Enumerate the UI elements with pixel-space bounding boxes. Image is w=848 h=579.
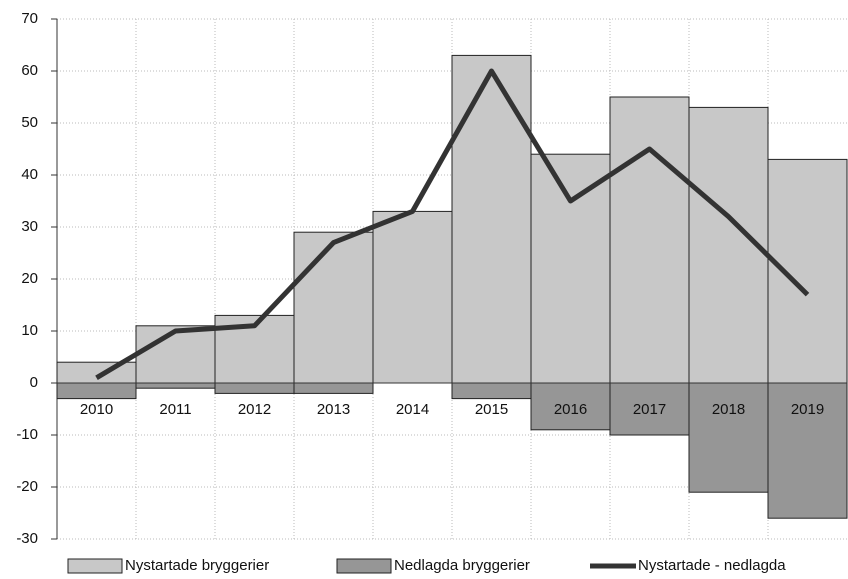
legend-swatch (67, 558, 123, 574)
legend-label: Nedlagda bryggerier (394, 557, 530, 574)
legend-swatch (336, 558, 392, 574)
legend-label: Nystartade bryggerier (125, 557, 269, 574)
bar (609, 96, 690, 384)
y-tick-label: 0 (30, 374, 38, 391)
y-tick-label: 30 (21, 218, 38, 235)
bar (135, 382, 216, 389)
x-tick-label: 2011 (159, 401, 191, 418)
bar (214, 382, 295, 394)
x-tick-label: 2013 (317, 401, 350, 418)
x-tick-label: 2017 (633, 401, 666, 418)
legend-label: Nystartade - nedlagda (638, 557, 786, 574)
y-tick-label: -10 (16, 426, 38, 443)
bar (688, 382, 769, 493)
bar (293, 231, 374, 384)
bar (372, 210, 453, 384)
x-tick-label: 2015 (475, 401, 508, 418)
x-tick-label: 2012 (238, 401, 271, 418)
x-tick-label: 2010 (80, 401, 113, 418)
y-tick-label: 20 (21, 270, 38, 287)
x-tick-label: 2016 (554, 401, 587, 418)
y-tick-label: -30 (16, 530, 38, 547)
y-tick-label: -20 (16, 478, 38, 495)
bar (767, 158, 848, 384)
x-tick-label: 2019 (791, 401, 824, 418)
bar (56, 382, 137, 400)
bar (530, 153, 611, 384)
x-tick-label: 2018 (712, 401, 745, 418)
y-tick-label: 50 (21, 114, 38, 131)
y-tick-label: 10 (21, 322, 38, 339)
bar (451, 54, 532, 384)
line (95, 68, 810, 380)
bar (767, 382, 848, 519)
bar (293, 382, 374, 394)
y-tick-label: 60 (21, 62, 38, 79)
y-tick-label: 70 (21, 10, 38, 27)
bar (451, 382, 532, 400)
y-tick-label: 40 (21, 166, 38, 183)
bar (135, 325, 216, 384)
x-tick-label: 2014 (396, 401, 429, 418)
bar (56, 361, 137, 384)
